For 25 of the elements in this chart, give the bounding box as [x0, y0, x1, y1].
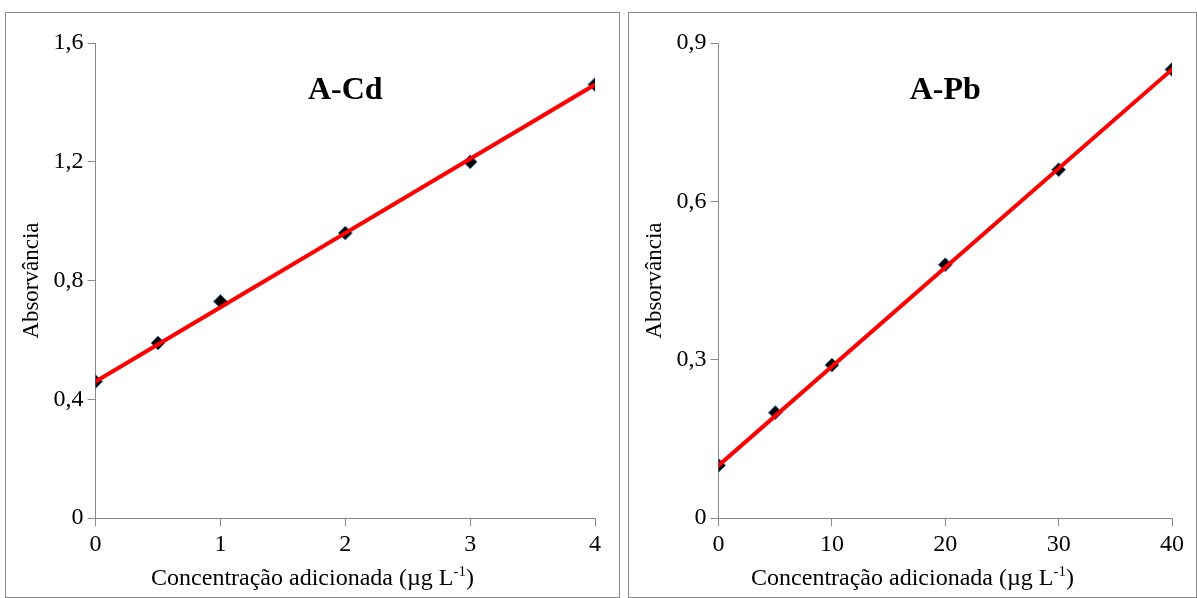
x-tick-label: 0 — [712, 529, 725, 556]
y-axis-title: Absorvância — [17, 222, 43, 339]
text: A-Pb — [909, 70, 981, 107]
x-tick-label: 4 — [589, 529, 601, 556]
y-tick-label: 0,4 — [53, 384, 84, 411]
x-tick-label: 3 — [464, 529, 477, 556]
y-tick-label: 0,8 — [53, 265, 84, 292]
x-axis-title: Concentração adicionada (µg L$^{-1}$) — [150, 563, 475, 591]
y-tick-label: 0,3 — [676, 345, 707, 372]
x-tick-label: 40 — [1160, 529, 1184, 556]
x-tick-label: 0 — [89, 529, 102, 556]
y-tick-label: 0,6 — [676, 186, 707, 213]
y-tick-label: 1,6 — [53, 28, 84, 55]
y-axis-title: Absorvância — [640, 222, 666, 339]
x-tick-label: 1 — [214, 529, 227, 556]
y-tick-label: 0,9 — [676, 28, 707, 55]
y-tick-label: 1,2 — [53, 147, 84, 174]
y-tick-label: 0 — [71, 503, 84, 530]
text: A-Cd — [307, 70, 383, 107]
x-tick-label: 2 — [339, 529, 352, 556]
x-tick-label: 10 — [819, 529, 844, 556]
x-tick-label: 20 — [933, 529, 958, 556]
x-tick-label: 30 — [1046, 529, 1071, 556]
y-tick-label: 0 — [694, 503, 707, 530]
x-axis-title: Concentração adicionada (µg L$^{-1}$) — [750, 563, 1075, 591]
